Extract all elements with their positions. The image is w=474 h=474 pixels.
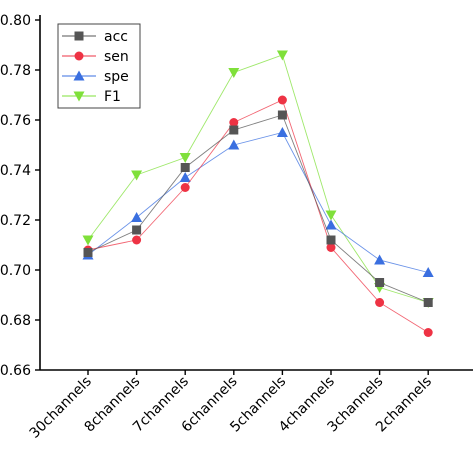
data-point <box>228 68 240 78</box>
data-point <box>83 248 93 257</box>
legend-item-sen: sen <box>62 49 129 65</box>
data-point <box>276 127 288 137</box>
data-point <box>132 225 142 235</box>
y-tick-label: 0.66 <box>0 363 31 379</box>
series-sen <box>83 95 433 337</box>
data-point <box>375 278 385 287</box>
data-point <box>179 153 191 163</box>
legend-marker <box>74 51 84 61</box>
data-point <box>277 95 287 105</box>
series-line <box>87 114 429 303</box>
legend-label: spe <box>104 69 129 85</box>
legend-box <box>57 23 141 109</box>
data-point <box>82 235 94 246</box>
data-point <box>423 328 433 337</box>
data-point <box>374 254 386 265</box>
y-tick-label: 0.72 <box>0 213 31 229</box>
legend-label: sen <box>104 49 129 65</box>
data-point <box>326 243 336 252</box>
legend-item-F1: F1 <box>62 89 121 105</box>
x-axis-ticks: 30channels8channels7channels6channels5ch… <box>27 370 435 442</box>
data-point <box>325 210 337 221</box>
y-tick-label: 0.78 <box>0 63 31 79</box>
data-point <box>422 267 434 277</box>
data-point <box>325 219 337 230</box>
axes <box>39 15 473 371</box>
legend-marker <box>74 31 84 41</box>
legend-label: F1 <box>104 89 121 105</box>
x-tick-label: 30channels <box>27 374 95 442</box>
y-tick-label: 0.80 <box>0 13 31 29</box>
series-acc <box>83 110 433 307</box>
data-point <box>229 118 239 127</box>
legend-marker <box>73 70 85 81</box>
data-point <box>229 125 239 135</box>
data-point <box>276 50 288 61</box>
data-point <box>180 163 190 172</box>
series-group <box>82 50 434 337</box>
y-tick-label: 0.74 <box>0 163 31 179</box>
series-line <box>87 99 429 333</box>
data-point <box>423 298 433 307</box>
legend-label: acc <box>104 29 128 45</box>
data-point <box>132 235 142 245</box>
data-point <box>179 172 191 182</box>
data-point <box>228 139 240 150</box>
legend-item-acc: acc <box>62 29 128 45</box>
y-tick-label: 0.68 <box>0 313 31 329</box>
series-line <box>87 131 429 273</box>
data-point <box>180 183 190 192</box>
data-point <box>277 110 287 120</box>
y-tick-label: 0.76 <box>0 113 31 129</box>
legend: acc sen spe F1 <box>57 23 141 109</box>
series-spe <box>82 127 434 277</box>
data-point <box>375 298 385 307</box>
data-point <box>131 212 143 222</box>
y-axis-ticks: 0.66 0.68 0.70 0.72 0.74 0.76 0.78 0.80 <box>0 13 40 379</box>
data-point <box>131 170 143 181</box>
y-tick-label: 0.70 <box>0 263 31 279</box>
legend-marker <box>73 91 85 102</box>
data-point <box>326 235 336 245</box>
legend-item-spe: spe <box>62 69 129 85</box>
